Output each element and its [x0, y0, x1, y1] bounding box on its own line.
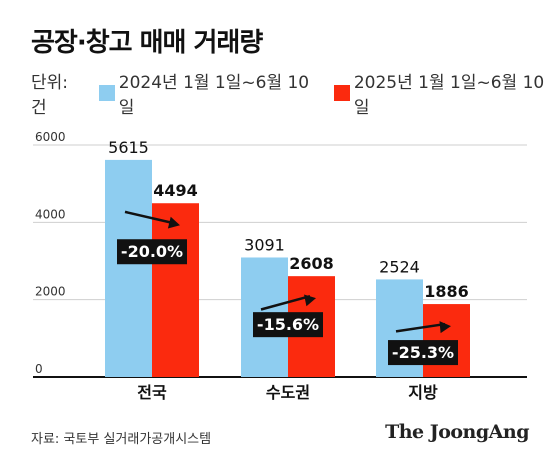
- y-tick-label-2: 4000: [35, 207, 66, 221]
- data-label-2-0: 2524: [379, 257, 420, 276]
- change-arrow-head-1: [304, 294, 316, 307]
- chart-title: 공장·창고 매매 거래량: [31, 28, 263, 58]
- legend-swatch-2024: [98, 85, 115, 101]
- change-badge-1: [253, 312, 323, 338]
- data-label-0-1: 4494: [153, 181, 198, 200]
- data-label-2-1: 1886: [424, 282, 469, 301]
- data-label-0-0: 5615: [108, 138, 149, 157]
- unit-label: 단위: 건: [31, 73, 69, 118]
- source-note: 자료: 국토부 실거래가공개시스템: [31, 432, 212, 447]
- legend-label-2025: 2025년 1월 1일~6월 10일: [353, 73, 545, 118]
- y-tick-label-3: 6000: [35, 130, 66, 144]
- data-label-1-1: 2608: [289, 254, 334, 273]
- change-arrow-line-2: [395, 322, 446, 333]
- change-arrow-line-1: [260, 294, 311, 311]
- change-label-2: -25.3%: [392, 343, 454, 362]
- change-badge-0: [117, 239, 187, 265]
- data-label-1-0: 3091: [244, 235, 285, 254]
- bar-0-1: [152, 203, 199, 377]
- change-label-0: -20.0%: [121, 242, 183, 261]
- legend-label-2024: 2024년 1월 1일~6월 10일: [118, 73, 310, 118]
- brand-logo: The JoongAng: [385, 421, 529, 443]
- legend-swatch-2025: [333, 85, 350, 101]
- change-badge-2: [388, 340, 458, 366]
- change-arrow-head-2: [439, 321, 451, 334]
- change-label-1: -15.6%: [257, 315, 319, 334]
- change-arrow-head-0: [167, 216, 180, 229]
- y-tick-label-0: 0: [35, 362, 43, 376]
- legend-item-2024: 2024년 1월 1일~6월 10일: [98, 68, 324, 118]
- x-tick-label-1: 수도권: [266, 383, 310, 402]
- legend-item-2025: 2025년 1월 1일~6월 10일: [333, 68, 559, 118]
- x-tick-label-0: 전국: [137, 383, 167, 402]
- bar-0-0: [105, 159, 152, 377]
- x-tick-label-2: 지방: [408, 383, 438, 402]
- legend: 단위: 건 2024년 1월 1일~6월 10일 2025년 1월 1일~6월 …: [31, 73, 559, 118]
- change-arrow-line-0: [124, 210, 175, 225]
- y-tick-label-1: 2000: [35, 285, 66, 299]
